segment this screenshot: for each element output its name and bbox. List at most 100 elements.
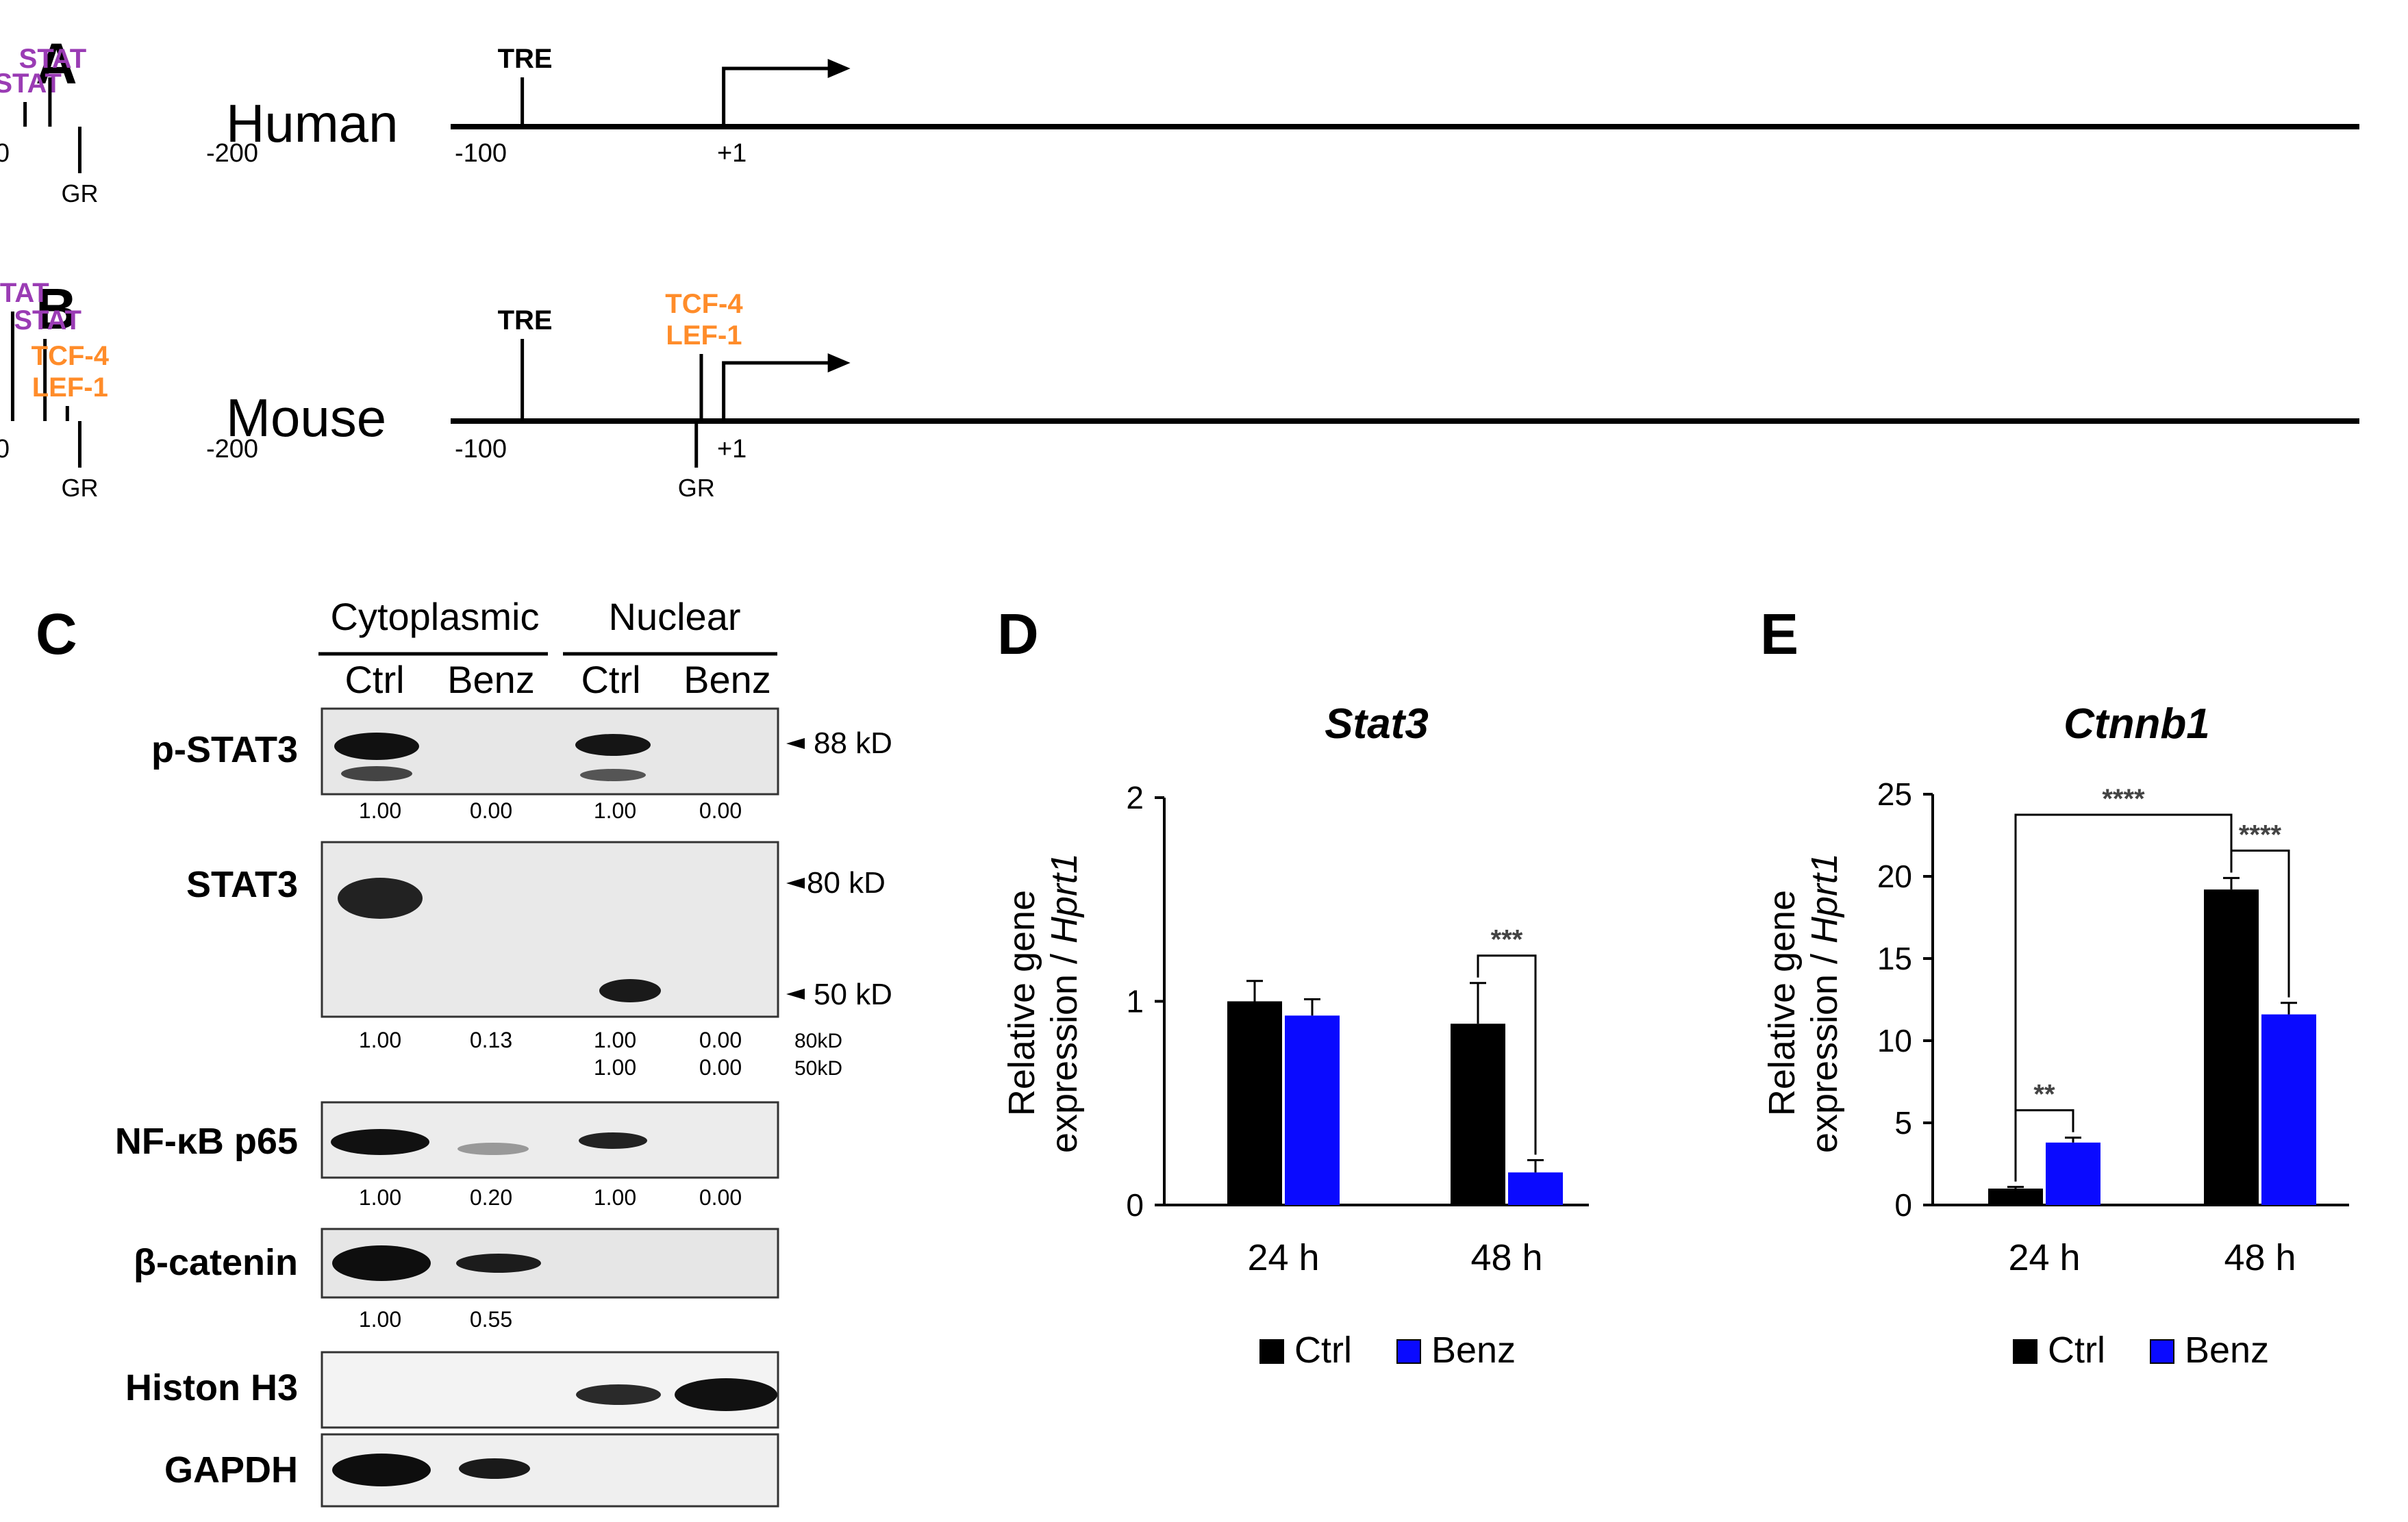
quant-value: 1.00 <box>594 1028 636 1052</box>
marker-label: 80 kD <box>807 866 886 900</box>
quant-suffix: 50kD <box>794 1057 842 1080</box>
axis-tick-label: -100 <box>455 139 507 168</box>
panel-letter-a: A <box>36 31 77 96</box>
protein-label-beta-catenin: β-catenin <box>134 1242 298 1283</box>
promoter-map-mouse: Mouse-600-500-400-300-200-100+1NF-κBSTAT… <box>0 278 2359 502</box>
bar-benz <box>1508 1172 1563 1205</box>
y-tick-label: 10 <box>1877 1023 1912 1058</box>
y-axis-label-line1: Relative gene <box>1001 890 1042 1116</box>
significance-label: *** <box>1491 925 1523 955</box>
significance-label: **** <box>2102 784 2145 814</box>
significance-label: **** <box>2239 820 2282 850</box>
significance-bracket <box>1477 954 1537 1155</box>
legend-label-benz: Benz <box>2185 1330 2269 1371</box>
tss-arrow <box>722 361 833 421</box>
x-category-label: 48 h <box>1470 1237 1542 1278</box>
x-category-label: 24 h <box>2008 1237 2080 1278</box>
axis-tick-label: +1 <box>717 435 747 464</box>
y-tick-label: 0 <box>1126 1187 1144 1223</box>
fraction-header-nuclear: Nuclear <box>609 595 741 638</box>
y-axis-label-line2: expression / <box>1044 943 1085 1153</box>
protein-label-gapdh: GAPDH <box>164 1449 298 1491</box>
panel-letter-e: E <box>1760 602 1798 666</box>
quant-value: 1.00 <box>594 1055 636 1080</box>
axis-tick-label: -300 <box>0 139 10 168</box>
panel-letter-b: B <box>36 277 77 341</box>
site-label-tcf: TCF-4 <box>32 341 110 371</box>
lane-label: Benz <box>683 658 771 701</box>
quant-value: 0.00 <box>470 798 512 823</box>
legend-label-benz: Benz <box>1431 1330 1516 1371</box>
quant-value: 1.00 <box>594 1185 636 1210</box>
lane-label: Ctrl <box>581 658 640 701</box>
axis-tick-label: +1 <box>717 139 747 168</box>
fraction-header-cytoplasmic: Cytoplasmic <box>331 595 540 638</box>
bar-benz <box>2261 1014 2316 1205</box>
y-axis-label-line1: Relative gene <box>1761 890 1803 1116</box>
benz <box>1396 1339 1421 1364</box>
marker-arrow <box>786 989 805 1000</box>
gel-strip-stat3 <box>321 841 779 1018</box>
gel-strip-beta-catenin <box>321 1228 779 1299</box>
quant-value: 0.55 <box>470 1307 512 1332</box>
tss-arrowhead <box>827 353 851 372</box>
legend-label-ctrl: Ctrl <box>2048 1330 2105 1371</box>
x-category-label: 48 h <box>2224 1237 2296 1278</box>
gr-site-label: GR <box>678 474 715 502</box>
protein-label-histon-h3: Histon H3 <box>125 1367 298 1408</box>
y-axis-label-line2: expression / <box>1804 943 1845 1153</box>
bar-benz <box>1285 1015 1340 1205</box>
legend-label-ctrl: Ctrl <box>1294 1330 1352 1371</box>
marker-arrow <box>786 878 805 889</box>
quant-value: 0.00 <box>699 1055 742 1080</box>
benz <box>2150 1339 2174 1364</box>
y-tick-label: 0 <box>1894 1187 1912 1223</box>
site-label-stat: STAT <box>14 305 81 335</box>
y-axis-label: Relative geneexpression / Hprt1 <box>1001 853 1085 1153</box>
quant-value: 1.00 <box>359 1307 401 1332</box>
ctrl <box>2013 1339 2037 1364</box>
bar-ctrl <box>1988 1189 2043 1205</box>
quant-value: 1.00 <box>594 798 636 823</box>
site-label-tcf: LEF-1 <box>32 372 108 403</box>
quant-value: 1.00 <box>359 1185 401 1210</box>
species-label: Human <box>226 93 398 153</box>
bar-ctrl <box>1451 1024 1505 1205</box>
site-label-tcf: LEF-1 <box>666 320 742 351</box>
quant-value: 0.00 <box>699 1028 742 1052</box>
quant-suffix: 80kD <box>794 1030 842 1052</box>
lane-label: Benz <box>447 658 535 701</box>
panel-letter-d: D <box>997 602 1039 666</box>
quant-value: 0.20 <box>470 1185 512 1210</box>
protein-label-nfkb-p65: NF-κB p65 <box>115 1121 298 1162</box>
y-axis-label-gene: Hprt1 <box>1044 853 1085 943</box>
site-label-stat: STAT <box>0 278 49 308</box>
y-axis-label-gene: Hprt1 <box>1804 853 1845 943</box>
significance-bracket <box>2230 849 2290 998</box>
bar-benz <box>2046 1142 2100 1205</box>
gel-strip-nfkb-p65 <box>321 1101 779 1179</box>
y-tick-label: 15 <box>1877 941 1912 976</box>
ctrl <box>1259 1339 1284 1364</box>
chart-title: Stat3 <box>1325 700 1429 748</box>
tss-arrow <box>722 66 833 127</box>
gr-site-label: GR <box>61 474 98 502</box>
marker-arrow <box>786 738 805 749</box>
gr-site-label: GR <box>61 179 98 207</box>
y-axis-label: Relative geneexpression / Hprt1 <box>1761 853 1845 1153</box>
western-blot-panel: Cytoplasmic Nuclear Ctrl Benz Ctrl Benz … <box>115 595 892 1508</box>
bar-chart-stat3: Stat3 Relative geneexpression / Hprt1 0 1 2 2… <box>1001 700 1589 1371</box>
site-label-tre: TRE <box>498 305 553 335</box>
bar-ctrl <box>2204 889 2259 1205</box>
axis-tick-label: -200 <box>206 435 258 464</box>
y-tick-label: 5 <box>1894 1105 1912 1141</box>
y-tick-label: 25 <box>1877 776 1912 812</box>
promoter-map-human: Human-600-500-400-300-200-100+1NF-κBTCF-… <box>0 44 2359 207</box>
quant-value: 1.00 <box>359 798 401 823</box>
gel-strip-histon-h3 <box>321 1351 779 1429</box>
quant-value: 0.00 <box>699 1185 742 1210</box>
quant-value: 1.00 <box>359 1028 401 1052</box>
x-category-label: 24 h <box>1247 1237 1319 1278</box>
quant-value: 0.00 <box>699 798 742 823</box>
marker-label: 50 kD <box>814 978 892 1011</box>
